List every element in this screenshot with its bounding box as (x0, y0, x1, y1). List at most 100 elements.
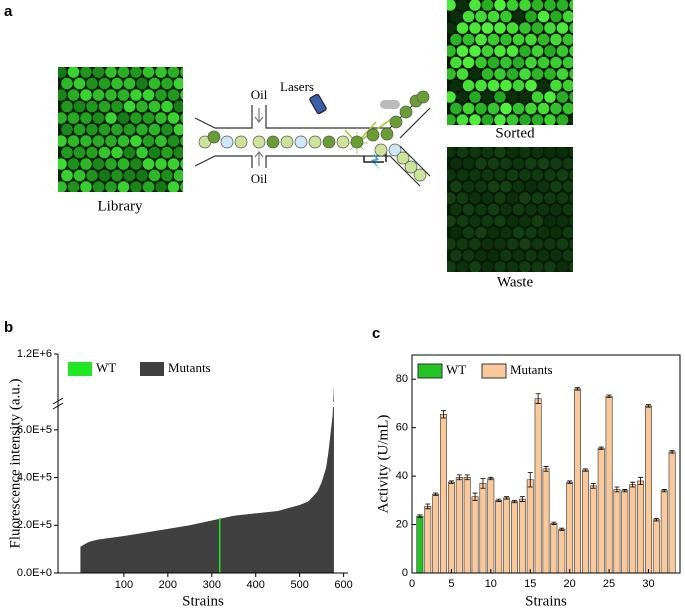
droplet (550, 33, 562, 46)
bar (550, 523, 558, 574)
droplet (481, 0, 494, 11)
droplet (80, 67, 92, 78)
droplet (487, 157, 500, 170)
droplet (500, 180, 512, 193)
droplet (462, 157, 475, 170)
bar (629, 484, 637, 574)
y-tick-label: 1.2E+6 (17, 348, 52, 360)
legend-label: WT (446, 362, 466, 377)
droplet (462, 33, 475, 46)
droplet (575, 181, 587, 193)
x-tick-label: 100 (115, 579, 133, 591)
droplet (531, 22, 544, 34)
droplet (117, 181, 130, 192)
droplet (556, 169, 569, 181)
droplet (506, 261, 519, 272)
droplet (123, 146, 136, 159)
droplet (512, 102, 525, 115)
droplet (456, 215, 469, 227)
error-bar (598, 446, 604, 450)
droplet (556, 215, 569, 227)
droplet (155, 89, 167, 101)
droplet (481, 114, 494, 125)
droplet (500, 249, 512, 262)
droplet (130, 135, 142, 147)
error-bar (488, 476, 494, 481)
droplet (111, 169, 123, 182)
droplet (481, 261, 494, 272)
droplet (481, 215, 494, 227)
droplet (58, 181, 67, 192)
droplet (500, 56, 512, 69)
droplet (450, 203, 462, 216)
droplet (167, 112, 180, 124)
droplet (447, 147, 456, 158)
droplet (531, 68, 544, 80)
droplet (575, 34, 587, 46)
error-bar (614, 486, 620, 493)
droplet (569, 261, 573, 272)
error-bar (622, 489, 628, 493)
droplet (136, 77, 148, 90)
droplet (186, 101, 198, 113)
bar (479, 483, 487, 574)
droplet (161, 169, 173, 182)
droplet (556, 192, 569, 204)
droplet (562, 33, 573, 46)
droplet (481, 192, 494, 204)
droplet (512, 79, 525, 92)
droplet (569, 169, 573, 181)
bar (652, 519, 660, 574)
error-bar (630, 481, 636, 488)
error-bar (425, 503, 431, 510)
droplet (180, 67, 183, 77)
droplet (117, 89, 130, 101)
droplet (544, 215, 556, 227)
droplet (487, 180, 500, 193)
bar (589, 485, 597, 574)
droplet (456, 91, 469, 103)
droplet (105, 89, 117, 101)
droplet (475, 102, 487, 115)
droplet (569, 22, 573, 34)
droplet (519, 238, 531, 250)
droplet (575, 227, 587, 239)
error-bar (645, 404, 651, 408)
channel-droplet (266, 135, 280, 149)
droplet (531, 169, 544, 181)
droplet (562, 226, 573, 239)
droplet (67, 67, 80, 78)
error-bar (480, 478, 486, 489)
droplet (462, 79, 475, 92)
droplet (556, 114, 569, 125)
droplet (73, 77, 86, 90)
droplet (569, 114, 573, 125)
droplet (61, 146, 73, 159)
droplet (531, 192, 544, 204)
error-bar (543, 466, 549, 472)
droplet (469, 261, 481, 272)
droplet (180, 136, 183, 146)
droplet (123, 123, 136, 136)
droplet (67, 158, 80, 170)
droplet (450, 79, 462, 92)
x-tick-label: 600 (334, 579, 352, 591)
channel-droplet (366, 128, 380, 142)
channel-droplet (396, 151, 410, 165)
y-tick-label: 0 (402, 567, 408, 579)
x-axis-label: Strains (182, 593, 224, 609)
droplet (550, 249, 562, 262)
droplet (167, 89, 180, 101)
droplet (447, 91, 456, 103)
droplet (506, 22, 519, 34)
channel-droplet (388, 143, 402, 157)
droplet (512, 157, 525, 170)
legend-label: Mutants (510, 362, 553, 377)
channel-droplet (374, 143, 388, 157)
droplet (447, 215, 456, 227)
droplet (456, 192, 469, 204)
droplet (562, 203, 573, 216)
droplet (167, 67, 180, 78)
x-tick-label: 30 (642, 578, 654, 590)
droplet (562, 180, 573, 193)
